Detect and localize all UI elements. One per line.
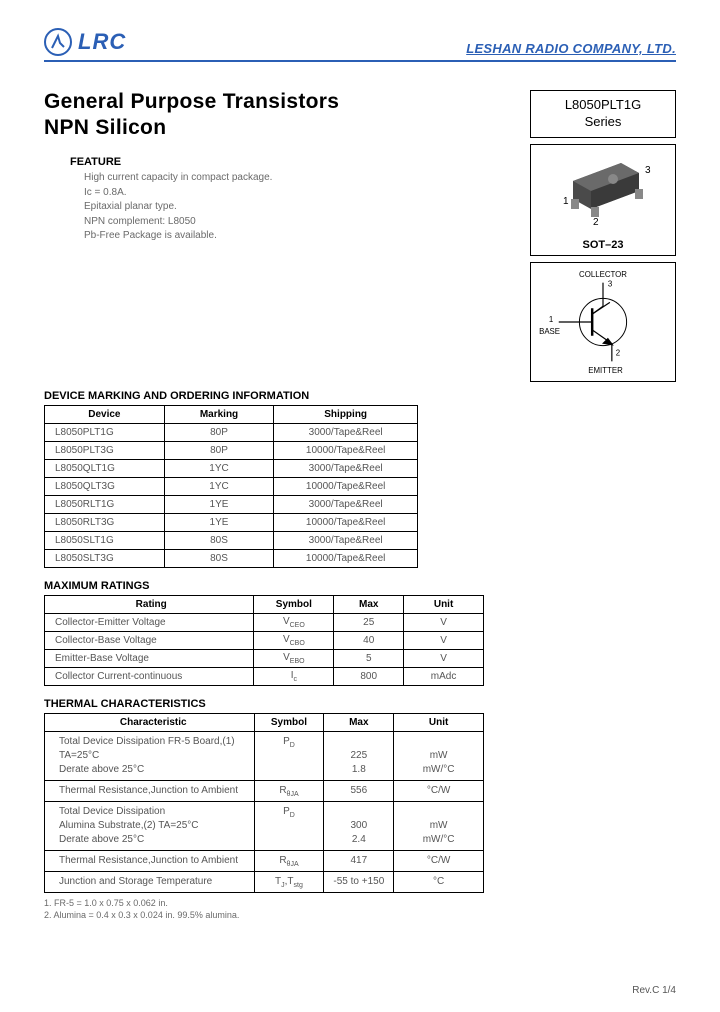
page-footer: Rev.C 1/4 (632, 985, 676, 996)
feature-heading: FEATURE (70, 156, 530, 168)
table-row: L8050SLT3G80S10000/Tape&Reel (45, 549, 418, 567)
header-divider (44, 60, 676, 62)
table-header: Symbol (254, 713, 324, 731)
feature-list: High current capacity in compact package… (70, 171, 530, 244)
table-header: Marking (164, 405, 274, 423)
title-line-2: NPN Silicon (44, 116, 530, 140)
logo-block: LRC (44, 28, 126, 56)
header: LRC LESHAN RADIO COMPANY, LTD. (44, 28, 676, 56)
svg-text:COLLECTOR: COLLECTOR (579, 270, 627, 279)
logo-icon (44, 28, 72, 56)
schematic-box: COLLECTOR 3 1 BASE 2 EMITTER (530, 262, 676, 382)
svg-text:EMITTER: EMITTER (588, 366, 623, 375)
table-header: Shipping (274, 405, 418, 423)
feature-item: Ic = 0.8A. (84, 186, 530, 201)
table-row: L8050PLT3G80P10000/Tape&Reel (45, 441, 418, 459)
logo-text: LRC (78, 29, 126, 55)
feature-item: Epitaxial planar type. (84, 200, 530, 215)
thermal-table: CharacteristicSymbolMaxUnitTotal Device … (44, 713, 484, 893)
table-row: L8050PLT1G80P3000/Tape&Reel (45, 423, 418, 441)
feature-item: High current capacity in compact package… (84, 171, 530, 186)
svg-text:BASE: BASE (539, 327, 560, 336)
svg-text:1: 1 (549, 315, 553, 324)
table-row: Total Device Dissipation FR-5 Board,(1)T… (45, 731, 484, 780)
feature-item: NPN complement: L8050 (84, 215, 530, 230)
svg-text:3: 3 (645, 165, 651, 176)
package-label: SOT–23 (583, 239, 624, 251)
marking-heading: DEVICE MARKING AND ORDERING INFORMATION (44, 390, 676, 402)
table-header: Characteristic (45, 713, 255, 731)
table-header: Rating (45, 595, 254, 613)
max-ratings-table: RatingSymbolMaxUnitCollector-Emitter Vol… (44, 595, 484, 686)
table-row: Junction and Storage TemperatureTJ,Tstg-… (45, 871, 484, 892)
footnote: 1. FR-5 = 1.0 x 0.75 x 0.062 in. (44, 897, 676, 910)
company-name: LESHAN RADIO COMPANY, LTD. (466, 41, 676, 56)
table-row: L8050RLT3G1YE10000/Tape&Reel (45, 513, 418, 531)
thermal-heading: THERMAL CHARACTERISTICS (44, 698, 676, 710)
series-box: L8050PLT1G Series (530, 90, 676, 138)
feature-item: Pb-Free Package is available. (84, 229, 530, 244)
table-row: L8050SLT1G80S3000/Tape&Reel (45, 531, 418, 549)
feature-block: FEATURE High current capacity in compact… (70, 156, 530, 244)
table-row: L8050RLT1G1YE3000/Tape&Reel (45, 495, 418, 513)
table-row: Collector Current-continuousIc800mAdc (45, 667, 484, 685)
transistor-symbol-icon: COLLECTOR 3 1 BASE 2 EMITTER (531, 263, 675, 381)
footnote: 2. Alumina = 0.4 x 0.3 x 0.024 in. 99.5%… (44, 909, 676, 922)
table-row: Collector-Emitter VoltageVCEO25V (45, 613, 484, 631)
table-row: Total Device DissipationAlumina Substrat… (45, 801, 484, 850)
table-row: L8050QLT3G1YC10000/Tape&Reel (45, 477, 418, 495)
table-row: L8050QLT1G1YC3000/Tape&Reel (45, 459, 418, 477)
svg-text:2: 2 (593, 217, 599, 228)
table-row: Thermal Resistance,Junction to AmbientRθ… (45, 850, 484, 871)
table-row: Emitter-Base VoltageVEBO5V (45, 649, 484, 667)
svg-text:1: 1 (563, 196, 569, 207)
table-row: Thermal Resistance,Junction to AmbientRθ… (45, 780, 484, 801)
table-header: Unit (394, 713, 484, 731)
package-box: 1 2 3 SOT–23 (530, 144, 676, 256)
footnotes: 1. FR-5 = 1.0 x 0.75 x 0.062 in.2. Alumi… (44, 897, 676, 922)
max-heading: MAXIMUM RATINGS (44, 580, 676, 592)
table-header: Symbol (254, 595, 334, 613)
table-header: Device (45, 405, 165, 423)
table-row: Collector-Base VoltageVCBO40V (45, 631, 484, 649)
series-part: L8050PLT1G (535, 97, 671, 114)
title-line-1: General Purpose Transistors (44, 90, 530, 114)
marking-table: DeviceMarkingShippingL8050PLT1G80P3000/T… (44, 405, 418, 568)
table-header: Max (324, 713, 394, 731)
package-icon: 1 2 3 (543, 151, 663, 231)
svg-text:2: 2 (616, 348, 620, 357)
svg-text:3: 3 (608, 279, 613, 288)
series-label: Series (535, 114, 671, 131)
title-block: General Purpose Transistors NPN Silicon … (44, 90, 530, 254)
table-header: Unit (404, 595, 484, 613)
right-column: L8050PLT1G Series 1 2 3 SOT–23 (530, 90, 676, 382)
table-header: Max (334, 595, 404, 613)
